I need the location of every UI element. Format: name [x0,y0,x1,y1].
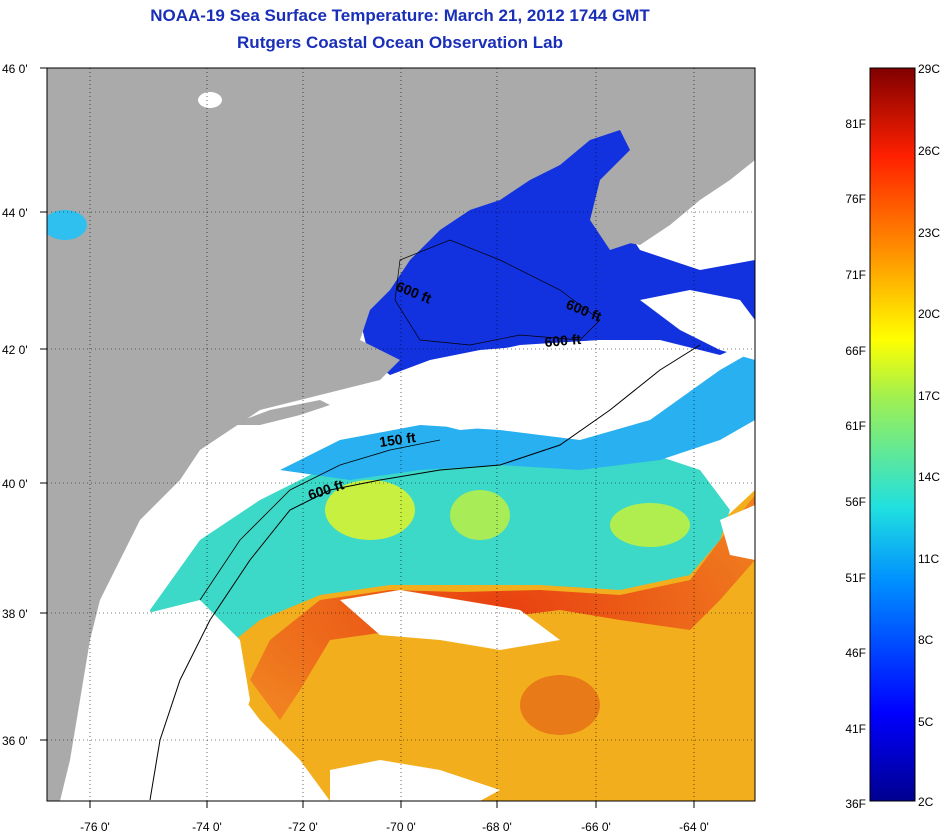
shelf-warm-patch [325,480,415,540]
colorbar-fahrenheit-labels: 81F 76F 71F 66F 61F 56F 51F 46F 41F 36F [845,117,866,811]
shelf-warm-patch-3 [610,503,690,547]
land-north-america [47,68,755,801]
contour-label-600ft-georges: 600 ft [544,331,582,350]
map-subtitle: Rutgers Coastal Ocean Observation Lab [237,33,563,52]
contour-600ft-coast [149,344,701,801]
cool-shelf-band [280,350,755,480]
lat-label-36: 36 0' [2,734,28,748]
cb-c-5: 5C [918,715,934,729]
cb-c-14: 14C [918,470,940,484]
colorbar [869,67,916,802]
cloud-patch-nc [120,600,250,801]
cloud-patch-south [340,590,560,650]
lon-label-72: -72 0' [288,820,318,834]
lon-label-64: -64 0' [679,820,709,834]
land-long-island [230,400,330,425]
contour-150ft [199,439,441,601]
colorbar-celsius-labels: 29C 26C 23C 20C 17C 14C 11C 8C 5C 2C [918,62,940,809]
cb-f-56: 56F [845,495,866,509]
lon-label-66: -66 0' [581,820,611,834]
cb-f-61: 61F [845,419,866,433]
cb-f-46: 46F [845,646,866,660]
cb-c-29: 29C [918,62,940,76]
cb-c-2: 2C [918,795,934,809]
axis-ticks [40,67,695,808]
cb-f-81: 81F [845,117,866,131]
lon-label-76: -76 0' [80,820,110,834]
cb-f-71: 71F [845,268,866,282]
cloud-patch-georges [400,340,640,430]
cloud-patch-se [720,505,755,560]
land-nova-scotia [600,120,755,245]
cb-c-11: 11C [918,552,939,566]
cloud-patch-east [640,290,755,360]
cb-c-17: 17C [918,389,940,403]
map-title: NOAA-19 Sea Surface Temperature: March 2… [150,6,650,25]
cb-f-36: 36F [845,797,866,811]
shelf-warm-patch-2 [450,490,510,540]
lat-label-42: 42 0' [2,343,28,357]
map-panel: 600 ft 600 ft 600 ft 150 ft 600 ft [47,68,755,801]
cb-c-26: 26C [918,144,940,158]
warm-eddy [520,675,600,735]
lon-label-74: -74 0' [192,820,222,834]
lake-champlain-area [198,92,222,108]
lat-label-44: 44 0' [2,206,28,220]
cb-f-76: 76F [845,192,866,206]
lon-label-70: -70 0' [386,820,416,834]
contour-label-150ft: 150 ft [378,429,417,450]
lat-label-40: 40 0' [2,477,28,491]
cloud-patch-offshore [330,760,500,801]
contour-gulf-maine [394,239,601,346]
lon-label-68: -68 0' [482,820,512,834]
cb-f-41: 41F [845,722,866,736]
cb-c-23: 23C [918,226,940,240]
lat-label-46: 46 0' [2,62,28,76]
slope-water-region [150,440,730,660]
cb-c-20: 20C [918,307,940,321]
cb-f-51: 51F [845,571,866,585]
lat-label-38: 38 0' [2,607,28,621]
cb-f-66: 66F [845,344,866,358]
cb-c-8: 8C [918,633,934,647]
lake-ontario [47,210,87,240]
